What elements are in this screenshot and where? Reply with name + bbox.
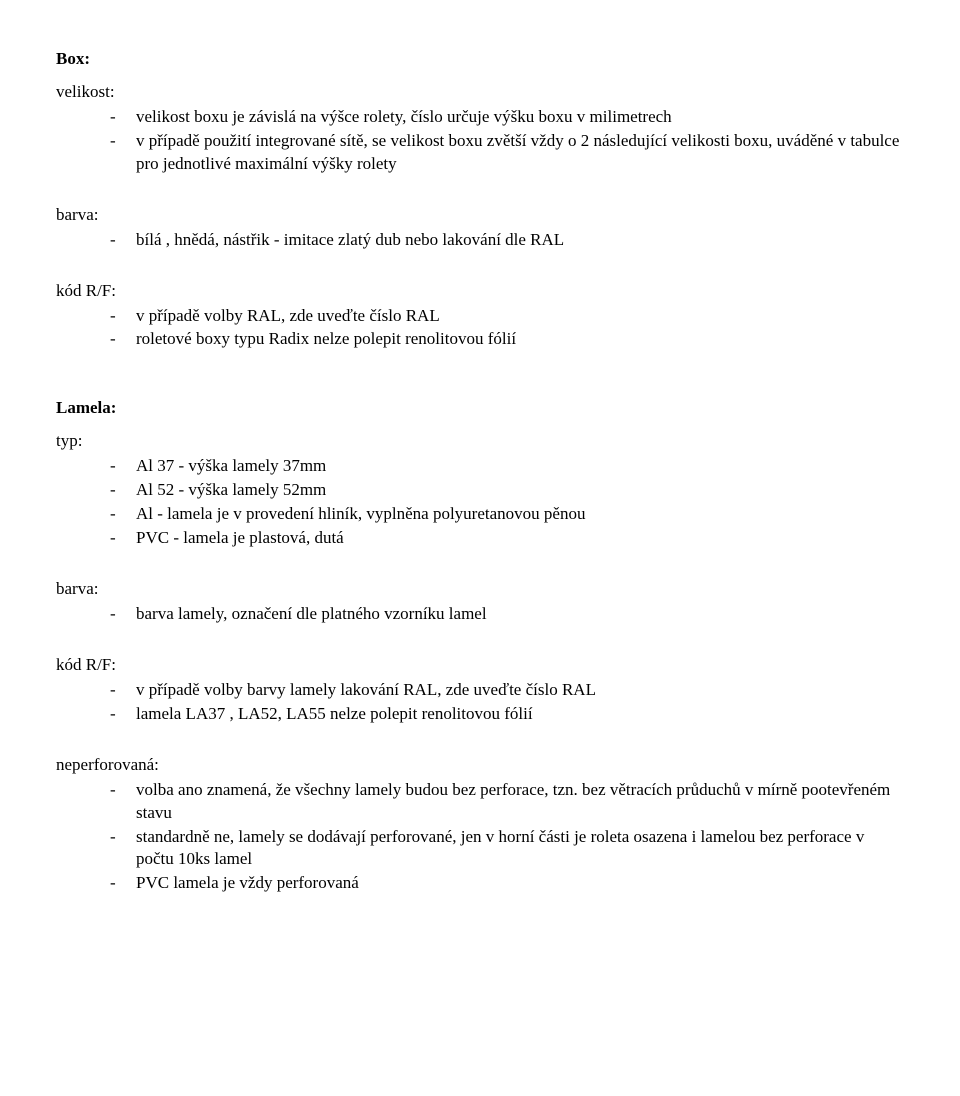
lamela-typ-label: typ: — [56, 430, 904, 453]
list-item: lamela LA37 , LA52, LA55 nelze polepit r… — [110, 703, 904, 726]
list-item: Al 37 - výška lamely 37mm — [110, 455, 904, 478]
list-item: velikost boxu je závislá na výšce rolety… — [110, 106, 904, 129]
list-item: Al 52 - výška lamely 52mm — [110, 479, 904, 502]
list-item: volba ano znamená, že všechny lamely bud… — [110, 779, 904, 825]
list-item: PVC lamela je vždy perforovaná — [110, 872, 904, 895]
box-barva-list: bílá , hnědá, nástřik - imitace zlatý du… — [56, 229, 904, 252]
lamela-neperf-list: volba ano znamená, že všechny lamely bud… — [56, 779, 904, 896]
list-item: Al - lamela je v provedení hliník, vypln… — [110, 503, 904, 526]
box-kodrf-list: v případě volby RAL, zde uveďte číslo RA… — [56, 305, 904, 352]
list-item: roletové boxy typu Radix nelze polepit r… — [110, 328, 904, 351]
list-item: v případě volby RAL, zde uveďte číslo RA… — [110, 305, 904, 328]
list-item: bílá , hnědá, nástřik - imitace zlatý du… — [110, 229, 904, 252]
lamela-barva-list: barva lamely, označení dle platného vzor… — [56, 603, 904, 626]
box-velikost-list: velikost boxu je závislá na výšce rolety… — [56, 106, 904, 176]
lamela-kodrf-list: v případě volby barvy lamely lakování RA… — [56, 679, 904, 726]
list-item: v případě použití integrované sítě, se v… — [110, 130, 904, 176]
box-kodrf-label: kód R/F: — [56, 280, 904, 303]
list-item: standardně ne, lamely se dodávají perfor… — [110, 826, 904, 872]
lamela-neperf-label: neperforovaná: — [56, 754, 904, 777]
box-barva-label: barva: — [56, 204, 904, 227]
list-item: barva lamely, označení dle platného vzor… — [110, 603, 904, 626]
box-velikost-label: velikost: — [56, 81, 904, 104]
lamela-kodrf-label: kód R/F: — [56, 654, 904, 677]
lamela-typ-list: Al 37 - výška lamely 37mm Al 52 - výška … — [56, 455, 904, 550]
lamela-barva-label: barva: — [56, 578, 904, 601]
list-item: PVC - lamela je plastová, dutá — [110, 527, 904, 550]
box-heading: Box: — [56, 48, 904, 71]
list-item: v případě volby barvy lamely lakování RA… — [110, 679, 904, 702]
lamela-heading: Lamela: — [56, 397, 904, 420]
